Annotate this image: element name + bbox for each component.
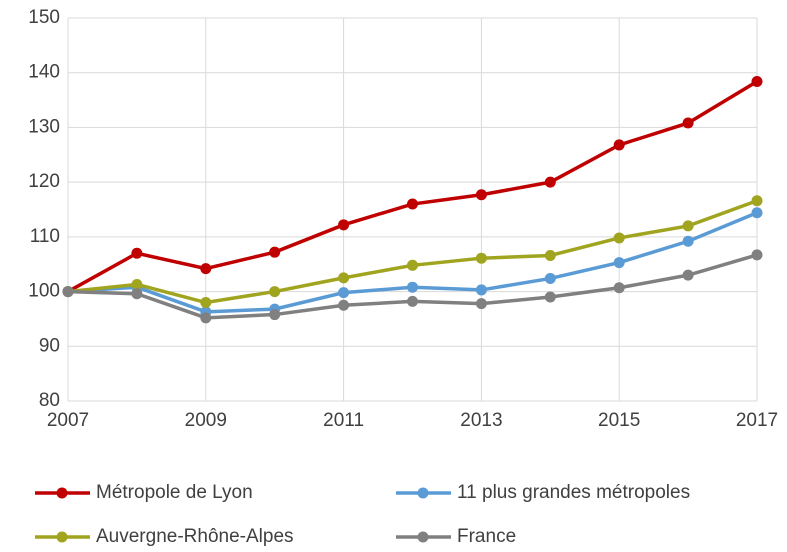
- point: [544, 272, 556, 284]
- point: [407, 281, 418, 293]
- point: [131, 278, 143, 290]
- y-tick-label: 80: [39, 390, 60, 411]
- x-tick-label: 2011: [323, 410, 364, 431]
- y-tick-label: 120: [28, 171, 60, 192]
- point: [407, 198, 418, 210]
- point: [131, 288, 143, 300]
- point: [544, 176, 556, 188]
- point: [200, 312, 212, 324]
- legend-marker: [417, 487, 429, 499]
- point: [613, 232, 625, 244]
- x-tick-label: 2009: [185, 410, 227, 431]
- point: [269, 309, 281, 321]
- point: [475, 252, 487, 264]
- y-tick-label: 90: [39, 335, 60, 356]
- x-tick-label: 2015: [598, 410, 640, 431]
- point: [682, 269, 694, 281]
- y-tick-label: 130: [28, 116, 60, 137]
- point: [682, 117, 694, 129]
- legend-label: Métropole de Lyon: [96, 482, 253, 503]
- point: [751, 249, 763, 261]
- point: [544, 249, 556, 261]
- y-tick-label: 100: [28, 281, 60, 302]
- point: [475, 284, 487, 296]
- point: [475, 298, 487, 310]
- point: [475, 189, 487, 201]
- point: [131, 247, 143, 259]
- point: [338, 219, 350, 231]
- point: [682, 220, 694, 232]
- point: [751, 75, 763, 87]
- point: [62, 286, 74, 298]
- point: [751, 195, 763, 207]
- point: [269, 286, 281, 298]
- point: [407, 259, 418, 271]
- legend-label: France: [457, 526, 516, 547]
- y-tick-label: 140: [28, 62, 60, 83]
- x-tick-label: 2017: [736, 410, 778, 431]
- y-tick-label: 150: [28, 7, 60, 28]
- legend-label: 11 plus grandes métropoles: [457, 482, 690, 503]
- legend-label: Auvergne-Rhône-Alpes: [96, 526, 294, 547]
- x-tick-label: 2007: [47, 410, 89, 431]
- point: [338, 299, 350, 311]
- point: [751, 207, 763, 219]
- legend-marker: [56, 487, 68, 499]
- point: [682, 235, 694, 247]
- point: [269, 246, 281, 258]
- point: [613, 282, 625, 294]
- y-tick-label: 110: [30, 226, 60, 247]
- x-tick-label: 2013: [460, 410, 502, 431]
- point: [338, 272, 350, 284]
- point: [613, 257, 625, 269]
- point: [407, 295, 418, 307]
- point: [200, 297, 212, 309]
- point: [613, 139, 625, 151]
- point: [338, 287, 350, 299]
- legend-marker: [56, 531, 68, 543]
- legend-marker: [417, 531, 429, 543]
- point: [544, 291, 556, 303]
- point: [200, 263, 212, 275]
